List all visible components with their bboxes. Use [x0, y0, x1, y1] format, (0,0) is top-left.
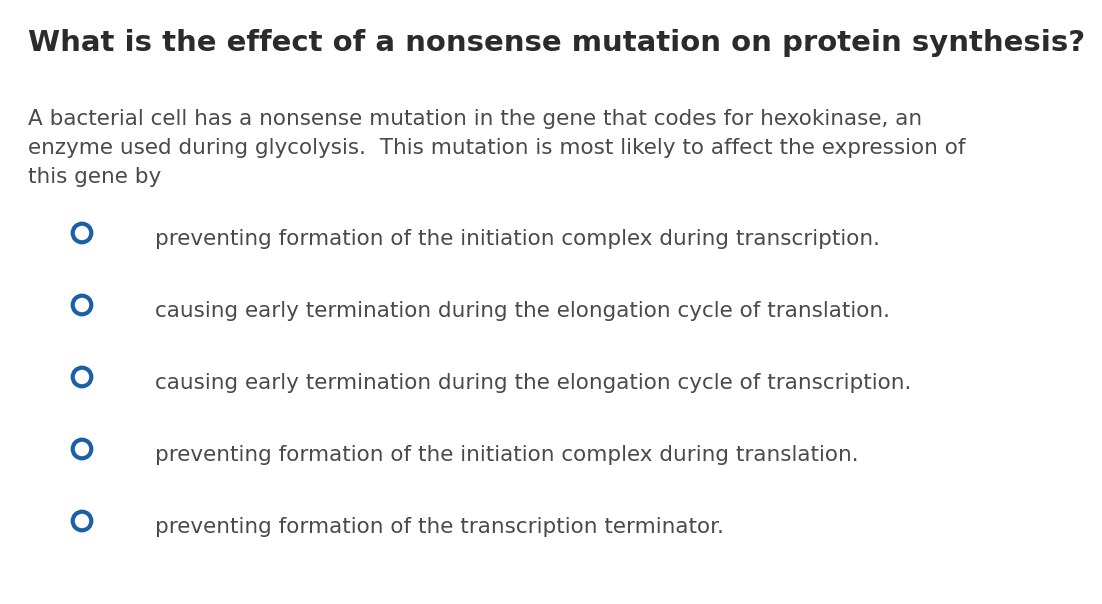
Point — [73, 300, 90, 310]
Text: causing early termination during the elongation cycle of translation.: causing early termination during the elo… — [155, 301, 890, 321]
Point — [73, 516, 90, 526]
Point — [73, 372, 90, 382]
Text: preventing formation of the transcription terminator.: preventing formation of the transcriptio… — [155, 517, 724, 537]
Text: preventing formation of the initiation complex during transcription.: preventing formation of the initiation c… — [155, 229, 880, 249]
Text: What is the effect of a nonsense mutation on protein synthesis?: What is the effect of a nonsense mutatio… — [28, 29, 1085, 57]
Point — [73, 228, 90, 238]
Text: preventing formation of the initiation complex during translation.: preventing formation of the initiation c… — [155, 445, 858, 465]
Text: A bacterial cell has a nonsense mutation in the gene that codes for hexokinase, : A bacterial cell has a nonsense mutation… — [28, 109, 965, 187]
Point — [73, 444, 90, 454]
Text: causing early termination during the elongation cycle of transcription.: causing early termination during the elo… — [155, 373, 911, 393]
